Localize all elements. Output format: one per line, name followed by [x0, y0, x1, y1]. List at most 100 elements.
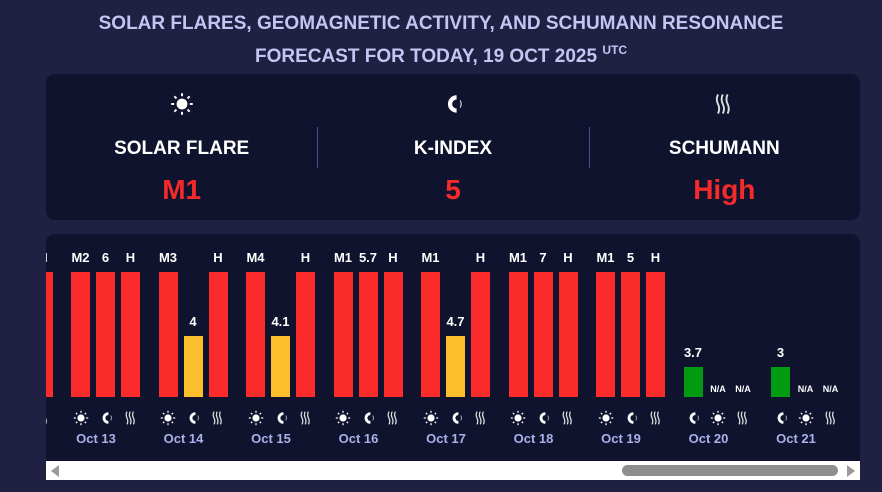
scroll-right-arrow[interactable]: [847, 465, 855, 477]
bar-kindex: [183, 335, 203, 397]
bar-value-label: M4: [246, 250, 265, 265]
magnet-icon: [359, 409, 378, 427]
today-summary-card: SOLAR FLARE M1 K-INDEX 5 SCHUMANN High: [46, 74, 860, 220]
sun-icon: [159, 409, 178, 427]
utc-label: UTC: [602, 43, 628, 57]
magnet-icon: [446, 409, 465, 427]
magnet-icon: [271, 409, 290, 427]
bar-value-label: 3: [776, 345, 785, 360]
bar-schumann: [208, 272, 228, 397]
sun-icon: [796, 409, 815, 427]
bar-flare: [71, 272, 90, 397]
magnet-icon: [621, 409, 640, 427]
horizontal-scrollbar[interactable]: [46, 461, 860, 480]
bar-value-label: H: [46, 250, 63, 265]
bar-value-label: N/A: [735, 384, 751, 394]
bar-flare: [596, 272, 615, 397]
bar-value-label: H: [475, 250, 486, 265]
bar-value-label: M3: [158, 250, 178, 265]
date-label: Oct 17: [426, 431, 466, 446]
summary-k-index: K-INDEX 5: [317, 74, 588, 220]
bar-schumann: [296, 272, 315, 397]
bar-flare: [333, 272, 353, 397]
date-label: Oct 14: [163, 431, 204, 446]
date-label: Oct 15: [251, 431, 291, 446]
bar-value-label: N/A: [710, 384, 726, 394]
sun-icon: [46, 92, 317, 116]
sun-icon: [421, 409, 440, 427]
waves-icon: [121, 409, 140, 427]
bar-value-label: H: [388, 250, 398, 265]
summary-label: K-INDEX: [413, 138, 493, 159]
summary-value: High: [693, 174, 756, 205]
bar-value-label: M1: [333, 250, 353, 265]
bar-value-label: M1: [508, 250, 528, 265]
bar-flare: [246, 272, 265, 397]
magnet-icon: [184, 409, 203, 427]
summary-schumann: SCHUMANN High: [588, 74, 860, 220]
bar-value-label: 7: [539, 250, 547, 265]
waves-icon: [296, 409, 315, 427]
waves-icon: [646, 409, 665, 427]
date-label: Oct 21: [776, 431, 816, 446]
waves-icon: [46, 409, 53, 427]
bar-value-label: 4: [189, 313, 197, 329]
magnet-icon: [317, 92, 588, 116]
waves-icon: [589, 92, 860, 116]
summary-label: SOLAR FLARE: [114, 138, 250, 159]
bar-value-label: M2: [71, 250, 90, 265]
waves-icon: [209, 409, 228, 427]
bar-flare: [421, 272, 440, 397]
sun-icon: [71, 409, 90, 427]
magnet-icon: [771, 409, 790, 427]
bar-value-label: H: [650, 250, 661, 265]
sun-icon: [509, 409, 528, 427]
bar-kindex: [683, 367, 703, 397]
summary-value: M1: [162, 174, 202, 205]
bar-value-label: 5: [626, 250, 635, 265]
bar-value-label: 6: [101, 250, 110, 265]
title-line-2: FORECAST FOR TODAY, 19 OCT 2025: [254, 46, 598, 67]
date-label: Oct 19: [601, 431, 641, 446]
waves-icon: [471, 409, 490, 427]
date-label: Oct 16: [338, 431, 379, 446]
magnet-icon: [684, 409, 703, 427]
bar-value-label: N/A: [797, 384, 814, 394]
scrollbar-thumb[interactable]: [622, 465, 838, 476]
date-label: Oct 18: [513, 431, 554, 446]
bar-value-label: M1: [596, 250, 615, 265]
magnet-icon: [96, 409, 115, 427]
bar-schumann: [646, 272, 665, 397]
bar-flare: [508, 272, 528, 397]
bar-schumann: [121, 272, 140, 397]
bar-kindex: [446, 335, 465, 397]
bar-value-label: H: [300, 250, 311, 265]
bar-value-label: N/A: [822, 384, 839, 394]
bar-value-label: 5.7: [358, 250, 378, 265]
bar-value-label: H: [125, 250, 136, 265]
bar-schumann: [383, 272, 403, 397]
summary-value: 5: [445, 174, 461, 205]
bar-kindex: [533, 272, 553, 397]
bar-value-label: M1: [421, 250, 440, 265]
waves-icon: [384, 409, 403, 427]
summary-label: SCHUMANN: [668, 138, 780, 159]
bar-kindex: [771, 367, 790, 397]
sun-icon: [709, 409, 728, 427]
waves-icon: [559, 409, 578, 427]
page-title: SOLAR FLARES, GEOMAGNETIC ACTIVITY, AND …: [0, 10, 882, 70]
bar-flare: [158, 272, 178, 397]
summary-solar-flare: SOLAR FLARE M1: [46, 74, 317, 220]
scroll-left-arrow[interactable]: [51, 465, 59, 477]
bar-schumann: [558, 272, 578, 397]
bar-kindex: [96, 272, 115, 397]
bar-value-label: 4.1: [271, 313, 290, 329]
date-label: Oct 13: [76, 431, 116, 446]
bar-kindex: [358, 272, 378, 397]
bar-value-label: 3.7: [683, 345, 703, 360]
bar-value-label: 4.7: [446, 313, 465, 329]
bar-schumann: [471, 272, 490, 397]
waves-icon: [821, 409, 840, 427]
sun-icon: [246, 409, 265, 427]
